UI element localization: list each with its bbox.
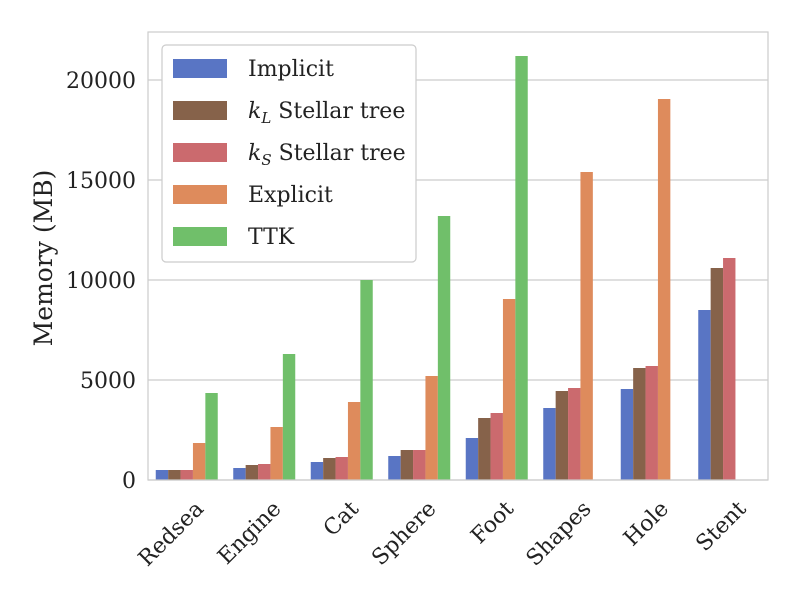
legend-label-kl-stellar-tree: kL Stellar tree [248, 99, 405, 127]
bar-ks-stellar-tree-hole [645, 366, 658, 480]
y-tick-labels: 0 5000 10000 15000 20000 [66, 69, 136, 494]
bar-kl-stellar-tree-shapes [555, 391, 569, 480]
bar-explicit-sphere [425, 376, 438, 480]
legend-label-explicit: Explicit [248, 183, 333, 208]
x-tick-label-cat: Cat [319, 496, 364, 541]
legend-label-implicit: Implicit [248, 57, 334, 82]
plot-frame [147, 31, 769, 481]
x-tick-labels: Redsea Engine Cat Sphere Foot Shapes Hole Stent [134, 496, 752, 571]
x-tick-label-engine: Engine [213, 497, 286, 570]
bar-ks-stellar-tree-sphere [413, 450, 426, 480]
legend-swatch-explicit [173, 185, 227, 204]
bar-explicit-redsea [192, 443, 206, 480]
bar-ttk-foot [515, 56, 528, 480]
legend-label-ks-stellar-tree: kS Stellar tree [248, 141, 406, 169]
y-tick-label-20000: 20000 [66, 69, 136, 94]
bar-implicit-redsea [155, 470, 169, 480]
bar-ks-stellar-tree-stent [723, 258, 736, 480]
bar-ks-stellar-tree-shapes [568, 388, 581, 480]
bar-kl-stellar-tree-hole [633, 368, 646, 480]
bar-implicit-sphere [388, 456, 401, 480]
bar-kl-stellar-tree-sphere [400, 450, 414, 480]
bar-explicit-engine [270, 427, 283, 480]
bar-kl-stellar-tree-foot [478, 418, 491, 480]
x-tick-label-hole: Hole [619, 497, 674, 552]
bar-kl-stellar-tree-redsea [168, 470, 181, 480]
bar-explicit-shapes [580, 172, 593, 480]
bar-kl-stellar-tree-engine [245, 465, 259, 480]
legend: Implicit kL Stellar tree kS Stellar tree Ex… [161, 44, 417, 263]
bar-ks-stellar-tree-foot [490, 413, 503, 480]
y-tick-label-0: 0 [122, 469, 136, 494]
bar-ks-stellar-tree-redsea [180, 470, 193, 480]
y-tick-label-10000: 10000 [66, 269, 136, 294]
bar-implicit-shapes [543, 408, 556, 480]
legend-swatch-ttk [173, 227, 227, 246]
bar-ttk-cat [360, 280, 373, 480]
bar-ttk-sphere [437, 216, 451, 480]
bar-kl-stellar-tree-cat [323, 458, 336, 480]
bar-kl-stellar-tree-stent [710, 268, 724, 480]
x-tick-label-redsea: Redsea [134, 497, 209, 572]
x-tick-label-shapes: Shapes [522, 497, 597, 572]
y-tick-label-15000: 15000 [66, 169, 136, 194]
legend-box [161, 44, 417, 263]
bars [155, 56, 736, 480]
bar-explicit-hole [657, 99, 671, 480]
bar-implicit-foot [465, 438, 479, 480]
bar-implicit-cat [310, 462, 324, 480]
bar-implicit-hole [620, 389, 634, 480]
bar-ks-stellar-tree-engine [258, 464, 271, 480]
bar-ttk-engine [282, 354, 296, 480]
legend-swatch-kl-stellar-tree [173, 101, 227, 120]
legend-swatch-ks-stellar-tree [173, 143, 227, 162]
y-tick-label-5000: 5000 [80, 369, 136, 394]
bar-implicit-stent [698, 310, 711, 480]
bar-ks-stellar-tree-cat [335, 457, 348, 480]
x-tick-label-sphere: Sphere [367, 497, 441, 571]
bar-explicit-cat [347, 402, 361, 480]
bar-implicit-engine [233, 468, 246, 480]
x-tick-label-stent: Stent [691, 496, 751, 556]
x-tick-label-foot: Foot [466, 496, 519, 549]
legend-label-ttk: TTK [248, 225, 295, 250]
y-axis-label: Memory (MB) [29, 170, 58, 347]
bar-explicit-foot [502, 299, 516, 480]
legend-swatch-implicit [173, 59, 227, 78]
bar-ttk-redsea [205, 393, 218, 480]
